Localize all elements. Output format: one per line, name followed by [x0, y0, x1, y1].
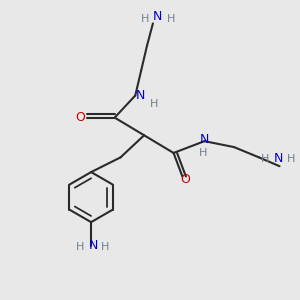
Text: H: H	[101, 242, 110, 252]
Text: N: N	[89, 239, 98, 252]
Text: H: H	[76, 242, 84, 252]
Text: H: H	[167, 14, 175, 24]
Text: O: O	[75, 111, 85, 124]
Text: H: H	[140, 14, 149, 24]
Text: H: H	[199, 148, 207, 158]
Text: N: N	[273, 152, 283, 165]
Text: N: N	[153, 10, 162, 22]
Text: N: N	[136, 89, 145, 102]
Text: H: H	[286, 154, 295, 164]
Text: H: H	[150, 99, 159, 109]
Text: H: H	[261, 154, 270, 164]
Text: O: O	[180, 173, 190, 186]
Text: N: N	[200, 133, 209, 146]
